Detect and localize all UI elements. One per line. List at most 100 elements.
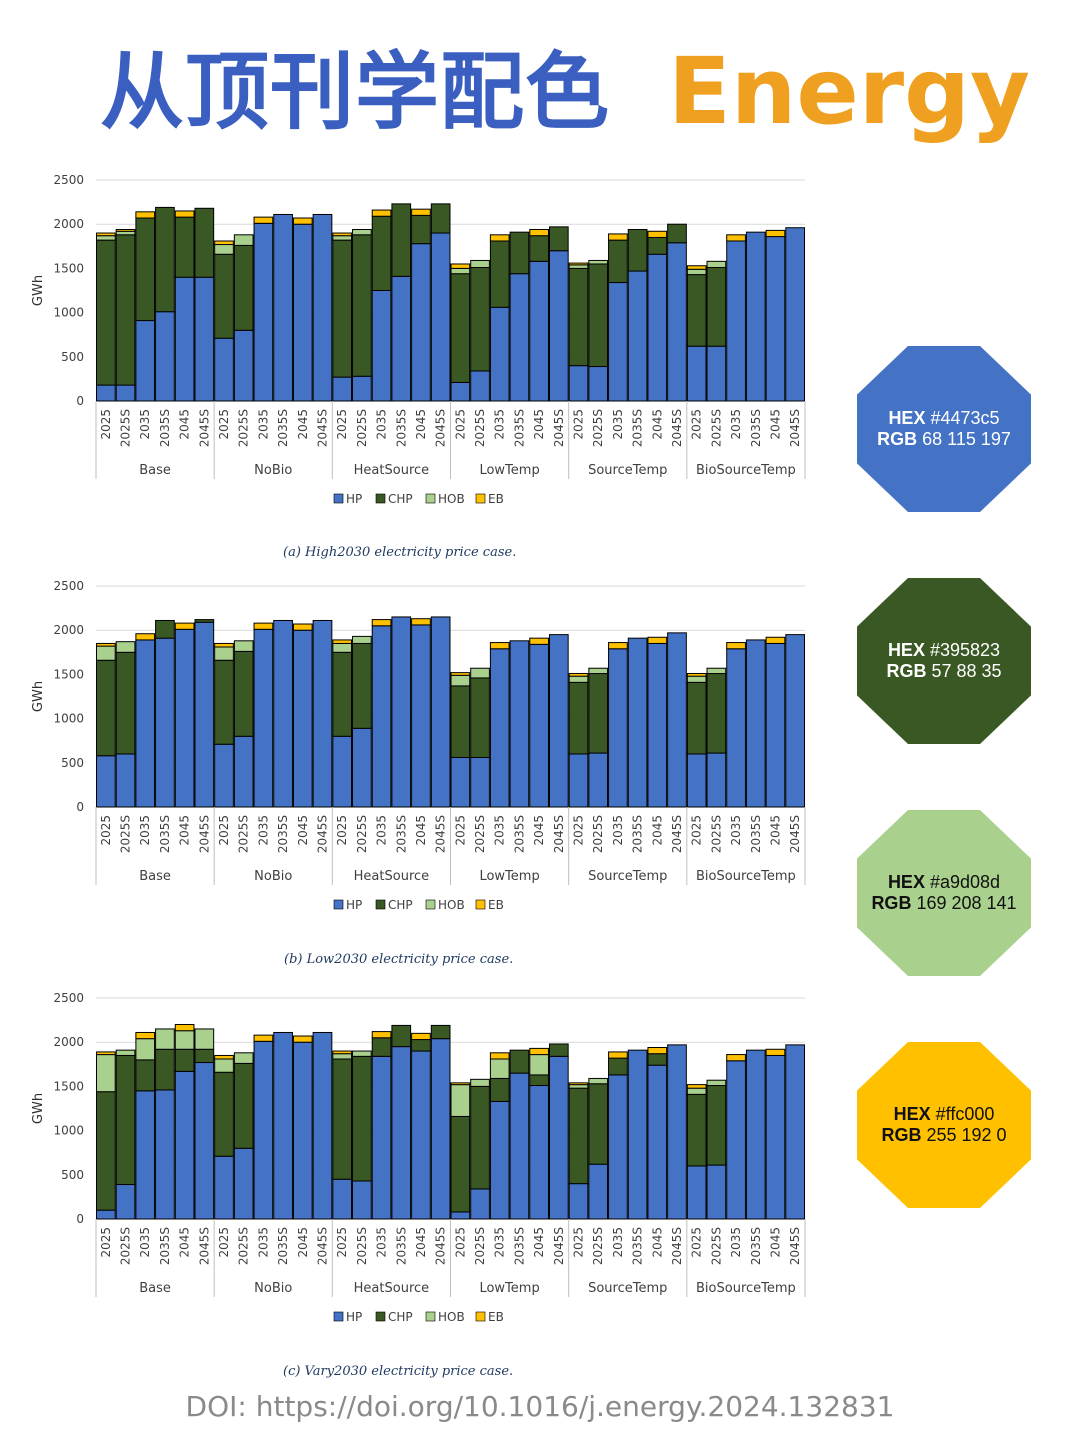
x-category-label: 2025 [453,409,467,440]
bar-chp [214,1071,234,1157]
group-label: HeatSource [354,1281,430,1296]
rgb-value: 255 192 0 [926,1125,1007,1145]
bar-hp [174,1070,195,1220]
bar-chp [233,650,254,737]
legend-label: HOB [438,1310,465,1324]
bar-hp [627,1049,648,1220]
bar-hp [194,621,215,808]
bar-hob [489,1058,510,1079]
bar-hob [470,1078,490,1087]
y-tick-label: 1500 [53,261,84,275]
legend-label: CHP [388,492,413,506]
bar-hp [450,1211,471,1220]
x-category-label: 2035 [729,815,743,846]
bar-hp [174,276,195,402]
bar-chp [548,1043,569,1057]
x-category-label: 2035S [158,815,172,853]
bar-hp [391,1046,412,1220]
bar-hp [96,384,116,402]
bar-chp [332,651,353,737]
bar-hp [726,240,746,402]
bar-hob [332,1053,353,1060]
bar-chp [96,1091,116,1211]
bar-eb [765,636,786,644]
bar-hob [470,259,490,269]
x-category-label: 2025 [572,815,586,846]
bar-hp [745,1049,766,1220]
page-title-chinese: 从顶刊学配色 [100,43,611,141]
x-category-label: 2025 [217,1227,231,1258]
bar-hp [627,637,648,808]
y-tick-label: 1000 [53,306,84,320]
bar-hp [647,642,668,808]
bar-hp [785,227,805,402]
bar-hp [726,648,746,808]
bar-chp [608,239,628,284]
x-category-label: 2025 [99,409,113,440]
bar-hp [686,345,707,402]
group-label: LowTemp [479,1281,539,1296]
bar-chp [115,1054,136,1186]
bar-hob [706,1079,727,1087]
bar-chp [489,240,510,308]
x-category-label: 2035 [611,815,625,846]
hex-value: #4473c5 [930,408,1000,428]
bar-hp [509,640,530,808]
x-category-label: 2025S [709,815,723,853]
bar-chp [371,1037,392,1057]
bar-chp [608,1057,628,1076]
bar-hp [411,1050,431,1220]
bar-hp [726,1060,746,1220]
caption-vary2030: (c) Vary2030 electricity price case. [283,1364,514,1379]
bar-hob [214,1058,234,1073]
bar-eb [647,636,668,644]
bar-hp [588,366,609,402]
legend-label: EB [488,1310,504,1324]
hex-value: #ffc000 [935,1104,995,1124]
x-category-label: 2045 [532,1227,546,1258]
bar-eb [292,623,313,631]
x-category-label: 2045S [315,409,329,447]
x-category-label: 2045S [434,815,448,853]
bar-eb [292,217,313,225]
x-category-label: 2035S [749,815,763,853]
x-category-label: 2035 [375,409,389,440]
x-category-label: 2035S [276,409,290,447]
chart-low2030: 0 500 1000 1500 2000 2500 GWh 2025 2025S 2035 2035… [31,579,806,912]
bar-eb [292,1035,313,1043]
bar-eb [529,229,549,237]
x-category-label: 2025S [119,815,133,853]
bar-hp [273,213,293,402]
bar-hp [411,624,431,808]
swatch-rgb-line: RGB 255 192 0 [881,1125,1006,1146]
y-tick-label: 2000 [53,1035,84,1049]
bar-eb [647,230,668,238]
x-category-label: 2025 [572,409,586,440]
group-label: NoBio [254,1281,292,1296]
bar-hp [253,628,274,808]
x-category-label: 2035S [276,815,290,853]
bar-hp [312,213,333,402]
swatch-rgb-line: RGB 169 208 141 [871,893,1016,914]
bar-hp [529,260,549,402]
bar-hob [233,234,254,246]
legend-label: HOB [438,898,465,912]
bar-hp [686,753,707,808]
bar-eb [411,208,431,216]
hex-value: #395823 [929,640,1001,660]
bar-chp [548,226,569,252]
bar-hp [608,1074,628,1220]
bar-hp [706,1164,727,1220]
bar-hob [233,640,254,652]
legend-swatch-eb [475,1311,486,1322]
swatch-hex-line: HEX #4473c5 [888,408,999,429]
bar-chp [135,1059,156,1092]
doi-link[interactable]: DOI: https://doi.org/10.1016/j.energy.20… [185,1390,895,1423]
bar-hp [450,381,471,402]
bar-chp [450,1115,471,1213]
x-category-label: 2035 [375,1227,389,1258]
bar-chp [194,619,215,623]
y-tick-label: 2000 [53,623,84,637]
bar-hob [96,235,116,241]
legend-swatch-eb [475,493,486,504]
